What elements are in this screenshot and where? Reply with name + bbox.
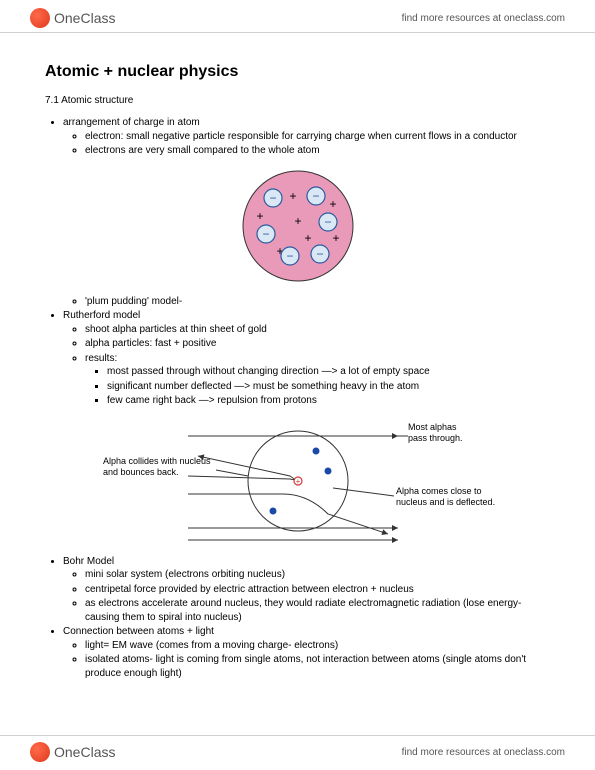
list-item: alpha particles: fast + positive [85, 337, 550, 351]
header-resources-link[interactable]: find more resources at oneclass.com [402, 13, 565, 24]
list-item: few came right back —> repulsion from pr… [107, 394, 550, 408]
list-item: arrangement of charge in atom electron: … [63, 116, 550, 158]
outline-list-end: Bohr Model mini solar system (electrons … [45, 555, 550, 681]
svg-text:+: + [295, 477, 300, 486]
svg-text:−: − [269, 191, 276, 205]
list-item: results: most passed through without cha… [85, 352, 550, 408]
list-item: Rutherford model shoot alpha particles a… [63, 309, 550, 408]
svg-text:−: − [286, 249, 293, 263]
bullet-text: arrangement of charge in atom [63, 117, 200, 128]
svg-text:−: − [316, 247, 323, 261]
list-item: Bohr Model mini solar system (electrons … [63, 555, 550, 625]
svg-text:+: + [289, 189, 296, 203]
svg-text:+: + [294, 214, 301, 228]
rutherford-diagram: + Most alphaspass through. Alpha comes clo… [45, 416, 550, 549]
list-item: 'plum pudding' model- [63, 295, 550, 309]
list-item: isolated atoms- light is coming from sin… [85, 653, 550, 680]
rutherford-svg: + Most alphaspass through. Alpha comes clo… [98, 416, 498, 546]
svg-text:Alpha collides with nucleus: Alpha collides with nucleus [103, 456, 211, 466]
page-footer: OneClass find more resources at oneclass… [0, 735, 595, 770]
list-item: as electrons accelerate around nucleus, … [85, 597, 550, 624]
svg-text:and bounces back.: and bounces back. [103, 467, 179, 477]
brand-class: Class [80, 744, 115, 760]
bullet-text: results: [85, 353, 117, 364]
list-item: Connection between atoms + light light= … [63, 625, 550, 680]
svg-text:pass through.: pass through. [408, 433, 463, 443]
brand-logo: OneClass [30, 8, 115, 28]
bullet-text: Bohr Model [63, 556, 114, 567]
svg-text:Alpha comes close to: Alpha comes close to [396, 486, 482, 496]
svg-text:−: − [324, 215, 331, 229]
outline-list: arrangement of charge in atom electron: … [45, 116, 550, 158]
brand-class: Class [80, 10, 115, 26]
svg-text:−: − [312, 189, 319, 203]
list-item: most passed through without changing dir… [107, 365, 550, 379]
svg-text:+: + [329, 197, 336, 211]
list-item: mini solar system (electrons orbiting nu… [85, 568, 550, 582]
list-item: centripetal force provided by electric a… [85, 583, 550, 597]
outline-list-continued: 'plum pudding' model- Rutherford model s… [45, 295, 550, 408]
list-item: significant number deflected —> must be … [107, 380, 550, 394]
svg-text:nucleus and is deflected.: nucleus and is deflected. [396, 497, 495, 507]
brand-one: One [54, 744, 80, 760]
list-item: 'plum pudding' model- [85, 295, 550, 309]
section-number: 7.1 Atomic structure [45, 95, 550, 106]
page-title: Atomic + nuclear physics [45, 63, 550, 81]
list-item: electron: small negative particle respon… [85, 130, 550, 144]
logo-circle-icon [30, 8, 50, 28]
svg-text:+: + [332, 231, 339, 245]
list-item: light= EM wave (comes from a moving char… [85, 639, 550, 653]
bullet-text: Rutherford model [63, 310, 140, 321]
svg-text:+: + [304, 231, 311, 245]
list-item: electrons are very small compared to the… [85, 144, 550, 158]
svg-text:Most alphas: Most alphas [408, 422, 457, 432]
svg-text:+: + [256, 209, 263, 223]
plum-pudding-svg: +++++++−−−−−− [233, 166, 363, 286]
plum-pudding-diagram: +++++++−−−−−− [45, 166, 550, 289]
logo-circle-icon [30, 742, 50, 762]
brand-one: One [54, 10, 80, 26]
bullet-text: Connection between atoms + light [63, 626, 214, 637]
svg-text:−: − [262, 227, 269, 241]
page-header: OneClass find more resources at oneclass… [0, 0, 595, 33]
brand-logo-footer: OneClass [30, 742, 115, 762]
document-content: Atomic + nuclear physics 7.1 Atomic stru… [0, 33, 595, 691]
list-item: shoot alpha particles at thin sheet of g… [85, 323, 550, 337]
footer-resources-link[interactable]: find more resources at oneclass.com [402, 747, 565, 758]
